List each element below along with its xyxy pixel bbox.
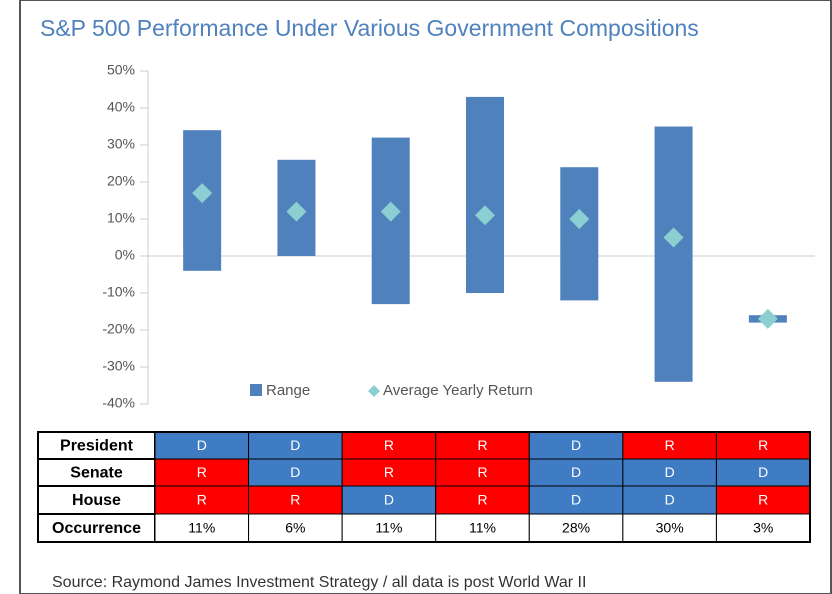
- average-marker: [475, 205, 495, 226]
- table-border: [37, 431, 811, 543]
- y-tick-label: 20%: [107, 173, 135, 189]
- y-tick-label: -40%: [102, 395, 135, 411]
- cell-text: 11%: [188, 520, 215, 536]
- y-tick-label: 50%: [107, 62, 135, 78]
- average-marker: [757, 308, 778, 329]
- cell-text: R: [384, 437, 394, 453]
- cell-text: D: [290, 437, 300, 453]
- row-header-cell: [37, 431, 156, 460]
- row-header: Senate: [70, 465, 123, 482]
- cell-text: R: [477, 464, 487, 480]
- cell-text: D: [571, 492, 581, 508]
- cell-text: D: [571, 437, 581, 453]
- cell-text: 30%: [656, 520, 684, 536]
- cell-text: 28%: [562, 520, 590, 536]
- cell-text: D: [571, 464, 581, 480]
- table-cell: [435, 458, 530, 487]
- y-tick-label: -30%: [102, 358, 135, 374]
- table-cell: [341, 485, 437, 515]
- average-marker: [569, 209, 590, 229]
- y-tick-label: -20%: [102, 321, 135, 337]
- range-bar: [654, 126, 693, 382]
- table-cell: [622, 513, 717, 543]
- average-marker: [192, 183, 213, 204]
- y-tick-label: -10%: [102, 284, 135, 300]
- cell-text: D: [665, 492, 675, 508]
- cell-text: 3%: [753, 520, 773, 536]
- cell-text: 11%: [469, 520, 496, 536]
- table-cell: [528, 485, 624, 515]
- y-tick-label: 10%: [107, 210, 135, 226]
- y-tick-label: 40%: [107, 99, 135, 115]
- y-tick-label: 30%: [107, 136, 135, 152]
- table-cell: [248, 458, 343, 487]
- chart-title: S&P 500 Performance Under Various Govern…: [40, 15, 699, 41]
- table-cell: [715, 458, 811, 487]
- table-cell: [715, 513, 811, 543]
- row-header: President: [60, 438, 134, 455]
- average-marker: [663, 227, 684, 248]
- range-bar: [466, 96, 504, 294]
- cell-text: R: [758, 492, 768, 508]
- y-tick-label: 0%: [115, 247, 135, 263]
- cell-text: D: [665, 464, 675, 480]
- legend-swatch: [368, 385, 380, 397]
- source-note: Source: Raymond James Investment Strateg…: [52, 574, 586, 591]
- cell-text: R: [758, 437, 768, 453]
- cell-text: D: [290, 464, 300, 480]
- cell-text: 11%: [375, 520, 402, 536]
- cell-text: R: [665, 437, 675, 453]
- table-cell: [154, 485, 250, 515]
- cell-text: R: [197, 492, 207, 508]
- table-cell: [154, 513, 250, 543]
- table-cell: [341, 431, 437, 460]
- average-marker: [286, 201, 307, 222]
- cell-text: R: [384, 464, 394, 480]
- row-header: House: [72, 492, 121, 509]
- table-cell: [341, 513, 437, 543]
- cell-text: D: [384, 492, 394, 508]
- legend-label: Average Yearly Return: [383, 382, 533, 399]
- cell-text: R: [477, 437, 487, 453]
- average-marker: [380, 201, 401, 222]
- cell-text: R: [477, 492, 487, 508]
- table-cell: [154, 458, 250, 487]
- cell-text: 6%: [285, 520, 305, 536]
- table-cell: [248, 485, 343, 515]
- legend-label: Range: [266, 382, 310, 399]
- row-header: Occurrence: [52, 520, 141, 537]
- cell-text: D: [197, 437, 207, 453]
- range-bar: [560, 167, 599, 301]
- table-cell: [341, 458, 437, 487]
- cell-text: R: [290, 492, 300, 508]
- cell-text: R: [197, 464, 207, 480]
- legend-swatch: [250, 384, 262, 396]
- cell-text: D: [758, 464, 768, 480]
